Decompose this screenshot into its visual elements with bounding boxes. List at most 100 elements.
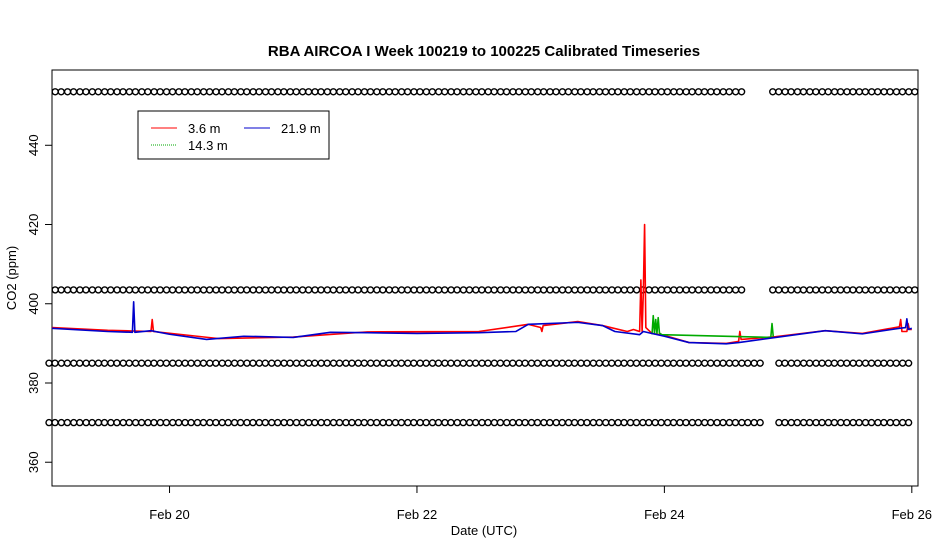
marker-row-3-point bbox=[744, 418, 752, 427]
marker-row-3-point bbox=[750, 418, 758, 427]
marker-row-1-point bbox=[317, 286, 325, 294]
marker-row-3-point bbox=[663, 418, 672, 427]
marker-row-2-point bbox=[602, 359, 610, 367]
marker-row-2-point bbox=[218, 359, 226, 367]
marker-row-0-point bbox=[113, 88, 121, 96]
marker-row-0-point bbox=[725, 88, 733, 96]
y-tick-label-4: 440 bbox=[26, 134, 41, 156]
marker-row-0-point bbox=[181, 88, 189, 96]
marker-row-1-point bbox=[286, 286, 294, 294]
marker-row-3-point bbox=[657, 418, 665, 427]
marker-row-0-point bbox=[292, 88, 300, 96]
marker-row-0-point bbox=[670, 88, 678, 96]
marker-row-2-point bbox=[651, 359, 659, 367]
marker-row-2-point bbox=[70, 359, 78, 367]
marker-row-2-point bbox=[57, 359, 66, 367]
legend-box bbox=[137, 110, 330, 160]
marker-row-2-point bbox=[107, 359, 115, 367]
marker-row-3-point bbox=[527, 418, 536, 427]
marker-row-1-point bbox=[435, 286, 443, 294]
marker-row-1-point bbox=[527, 286, 535, 294]
marker-row-2-point bbox=[335, 359, 344, 367]
marker-row-1-point bbox=[533, 286, 542, 294]
marker-row-1-point bbox=[688, 286, 696, 294]
marker-row-1-point bbox=[892, 286, 901, 294]
marker-row-1-point bbox=[571, 286, 579, 294]
marker-row-1-point bbox=[812, 286, 820, 294]
marker-row-0-point bbox=[453, 88, 461, 96]
marker-row-2-point bbox=[125, 359, 133, 367]
marker-row-0-point bbox=[521, 88, 529, 96]
marker-row-0-point bbox=[688, 88, 696, 96]
marker-row-2-point bbox=[725, 359, 734, 367]
marker-row-1-point bbox=[144, 286, 152, 294]
marker-row-2-point bbox=[305, 359, 313, 367]
legend-label-3-6m: 3.6 m bbox=[188, 121, 221, 136]
marker-row-0-point bbox=[162, 88, 171, 96]
x-axis-label: Date (UTC) bbox=[451, 523, 517, 538]
marker-row-1-point bbox=[515, 286, 523, 294]
marker-row-3-point bbox=[651, 418, 659, 427]
marker-row-2-point bbox=[781, 359, 789, 367]
marker-row-1-point bbox=[366, 286, 375, 294]
chart-title: RBA AIRCOA I Week 100219 to 100225 Calib… bbox=[268, 43, 700, 60]
marker-row-2-point bbox=[348, 359, 356, 367]
marker-row-2-point bbox=[540, 359, 548, 367]
marker-row-1-point bbox=[428, 286, 437, 294]
marker-row-3-point bbox=[199, 418, 208, 427]
marker-row-3-point bbox=[243, 418, 251, 427]
marker-row-2-point bbox=[898, 359, 907, 367]
marker-row-0-point bbox=[323, 88, 332, 96]
marker-row-0-point bbox=[793, 88, 802, 96]
marker-row-3-point bbox=[694, 418, 703, 427]
marker-row-3-point bbox=[447, 418, 455, 427]
marker-row-0-point bbox=[571, 88, 579, 96]
marker-row-3-point bbox=[602, 418, 610, 427]
marker-row-0-point bbox=[304, 88, 313, 96]
marker-row-1-point bbox=[82, 286, 90, 294]
marker-row-0-point bbox=[836, 88, 845, 96]
marker-row-3-point bbox=[775, 418, 783, 427]
marker-row-1-point bbox=[212, 286, 220, 294]
marker-row-1-point bbox=[336, 286, 344, 294]
marker-row-2-point bbox=[787, 359, 795, 367]
marker-row-1-point bbox=[106, 286, 115, 294]
marker-row-3-point bbox=[125, 418, 133, 427]
marker-row-1-point bbox=[620, 286, 628, 294]
marker-row-0-point bbox=[435, 88, 443, 96]
marker-row-1-point bbox=[682, 286, 690, 294]
marker-row-1-point bbox=[824, 286, 832, 294]
marker-row-3-point bbox=[595, 418, 604, 427]
marker-row-2-point bbox=[137, 359, 146, 367]
marker-row-2-point bbox=[45, 359, 53, 367]
marker-row-1-point bbox=[156, 286, 164, 294]
marker-row-3-point bbox=[441, 418, 449, 427]
marker-row-0-point bbox=[379, 88, 387, 96]
marker-row-0-point bbox=[249, 88, 257, 96]
marker-row-2-point bbox=[750, 359, 758, 367]
marker-row-0-point bbox=[886, 88, 894, 96]
marker-row-2-point bbox=[713, 359, 721, 367]
marker-row-2-point bbox=[323, 359, 331, 367]
marker-row-1-point bbox=[230, 286, 239, 294]
marker-row-1-point bbox=[69, 286, 78, 294]
marker-row-3-point bbox=[546, 418, 554, 427]
marker-row-1-point bbox=[131, 286, 140, 294]
series-layer bbox=[51, 223, 913, 345]
marker-row-0-point bbox=[861, 88, 870, 96]
marker-row-1-point bbox=[416, 286, 424, 294]
marker-row-3-point bbox=[422, 418, 430, 427]
marker-row-1-point bbox=[280, 286, 288, 294]
marker-row-0-point bbox=[255, 88, 263, 96]
marker-row-1-point bbox=[441, 286, 449, 294]
marker-row-0-point bbox=[138, 88, 146, 96]
marker-row-1-point bbox=[453, 286, 461, 294]
marker-row-0-point bbox=[428, 88, 437, 96]
marker-row-2-point bbox=[422, 359, 430, 367]
marker-row-0-point bbox=[700, 88, 709, 96]
marker-row-1-point bbox=[379, 286, 387, 294]
x-axis: Feb 20 Feb 22 Feb 24 Feb 26 bbox=[149, 486, 932, 522]
marker-row-0-point bbox=[626, 88, 634, 96]
marker-row-3-point bbox=[175, 418, 183, 427]
marker-row-2-point bbox=[82, 359, 90, 367]
